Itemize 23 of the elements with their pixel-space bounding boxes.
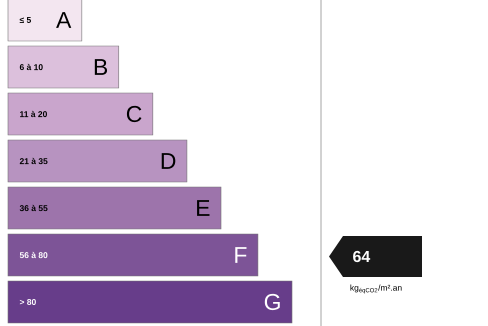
y-tick-label: ≤ 5 — [20, 17, 31, 23]
y-tick-label: 21 à 35 — [20, 158, 48, 164]
annotation: B — [94, 59, 108, 75]
annotation: F — [235, 247, 246, 263]
y-tick-label: > 80 — [20, 299, 36, 305]
annotation: E — [197, 200, 210, 216]
bar — [8, 92, 154, 136]
annotation: D — [162, 153, 176, 169]
y-tick-label: 36 à 55 — [20, 204, 48, 212]
bar — [8, 46, 120, 88]
y-tick-label: 6 à 10 — [20, 64, 43, 70]
y-tick-label: 11 à 20 — [20, 110, 47, 118]
bar — [8, 140, 188, 182]
annotation: A — [56, 12, 72, 28]
text: kg$_{éqCO2}$/m².an — [350, 284, 402, 294]
bar — [8, 0, 82, 42]
bar — [8, 234, 258, 276]
bar — [8, 186, 222, 230]
bar — [8, 280, 292, 324]
annotation: C — [126, 106, 142, 122]
annotation: G — [264, 294, 280, 310]
text: 64 — [353, 250, 370, 262]
y-tick-label: 56 à 80 — [20, 252, 48, 258]
